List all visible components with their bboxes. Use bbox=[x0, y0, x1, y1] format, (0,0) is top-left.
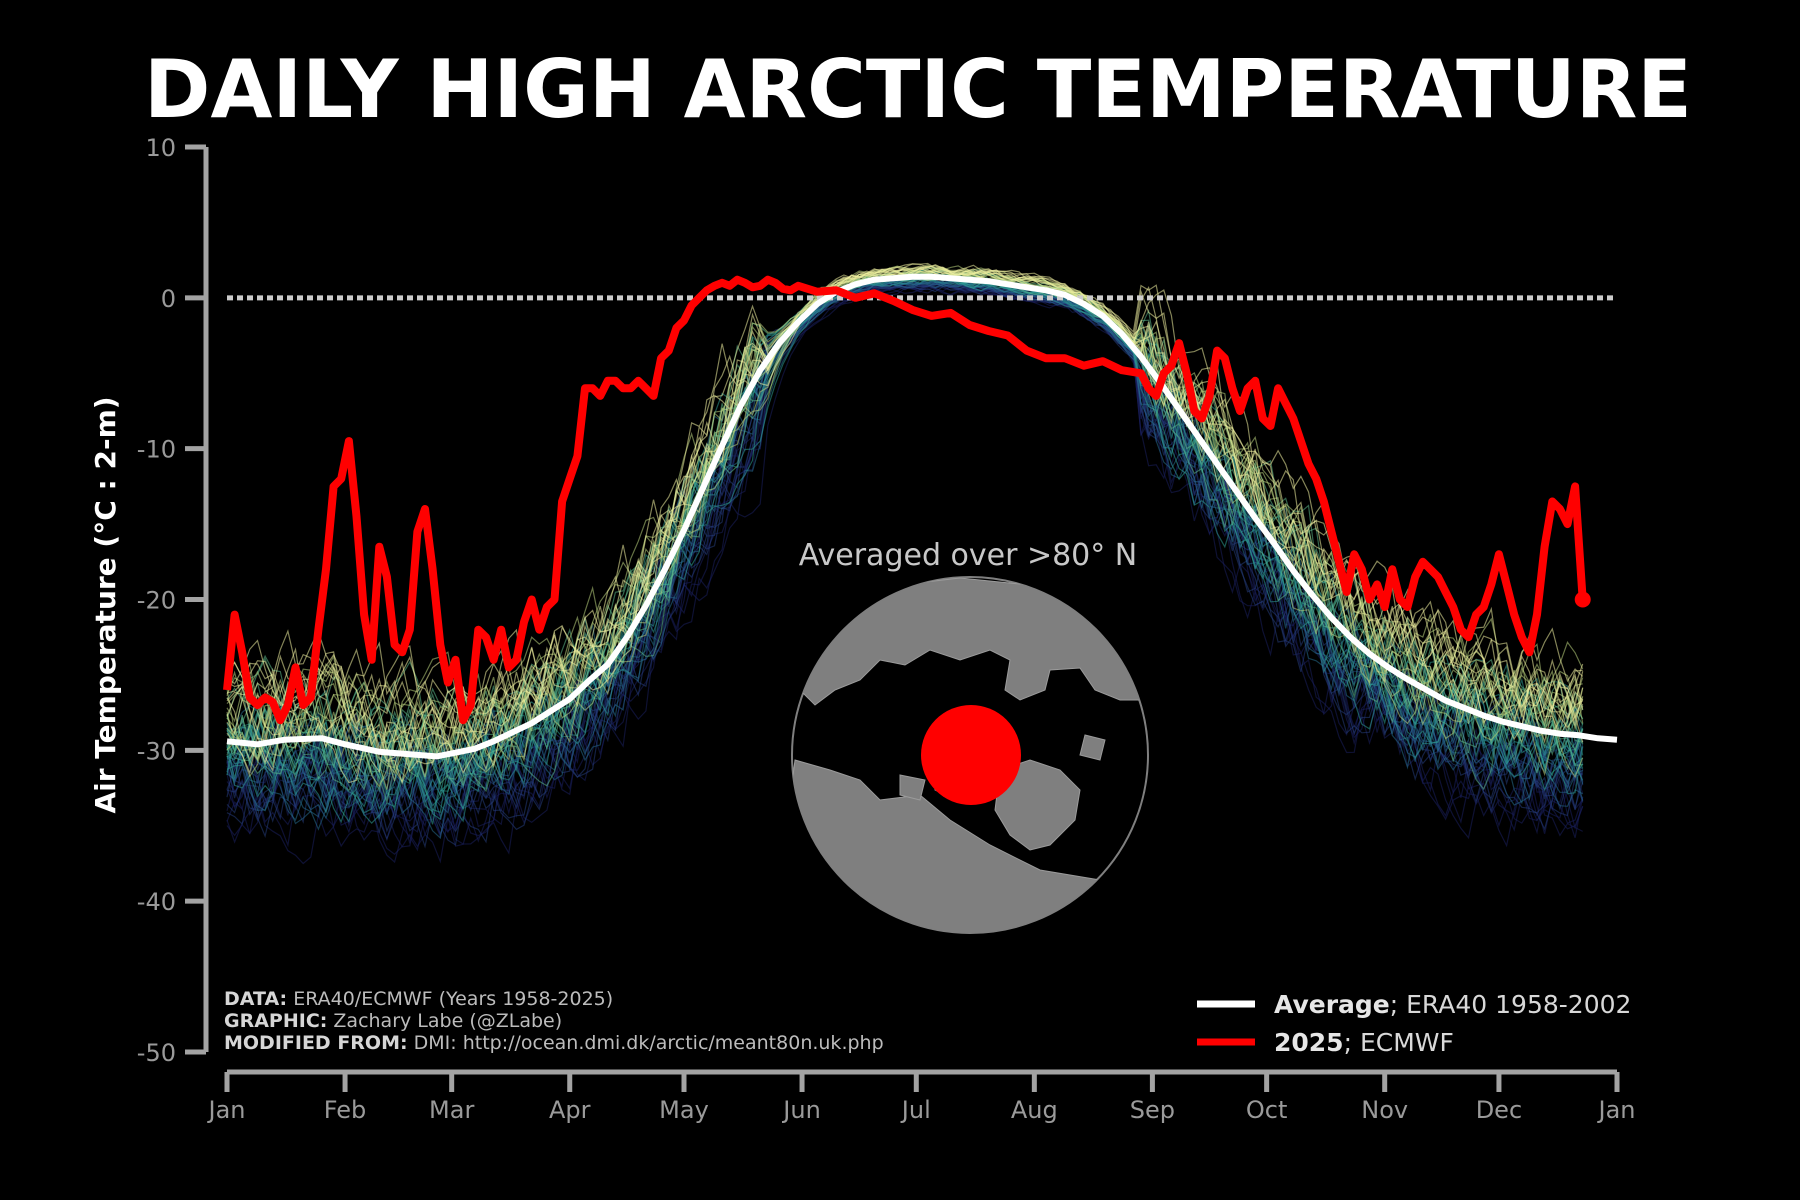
credit-line: DATA: ERA40/ECMWF (Years 1958-2025) bbox=[224, 988, 613, 1010]
credits-block: DATA: ERA40/ECMWF (Years 1958-2025)GRAPH… bbox=[224, 988, 884, 1054]
series-2025-endpoint bbox=[1574, 591, 1591, 608]
x-tick-label: Aug bbox=[1011, 1096, 1058, 1124]
ensemble-year-line bbox=[226, 262, 1584, 785]
y-tick-label: -10 bbox=[137, 436, 176, 464]
ensemble-year-line bbox=[226, 265, 1584, 754]
y-tick-label: 0 bbox=[161, 285, 176, 313]
legend-entry: 2025; ECMWF bbox=[1274, 1028, 1454, 1057]
legend: Average; ERA40 1958-2002 2025; ECMWF bbox=[1197, 990, 1631, 1057]
credit-line: GRAPHIC: Zachary Labe (@ZLabe) bbox=[224, 1010, 562, 1032]
x-tick-label: Apr bbox=[549, 1096, 591, 1124]
x-tick-label: Jul bbox=[900, 1096, 931, 1124]
x-axis: Jan Feb Mar Apr May Jun Jul Aug Sep Oct Nov Dec Jan bbox=[207, 1069, 1636, 1124]
y-tick-label: -20 bbox=[137, 587, 176, 615]
series-2025-line bbox=[223, 275, 1587, 725]
land-north-america bbox=[792, 759, 1148, 933]
ensemble-year-line bbox=[226, 263, 1584, 774]
inset-map: Averaged over >80° N bbox=[791, 538, 1149, 934]
x-tick-label: Mar bbox=[429, 1096, 474, 1124]
credit-line: MODIFIED FROM: DMI: http://ocean.dmi.dk/… bbox=[224, 1032, 884, 1054]
inset-label: Averaged over >80° N bbox=[799, 538, 1138, 573]
x-tick-label: Jan bbox=[207, 1096, 246, 1124]
land-greenland bbox=[994, 759, 1081, 851]
x-tick-label: Jun bbox=[781, 1096, 821, 1124]
averaged-region-marker bbox=[921, 705, 1021, 805]
y-tick-label: -40 bbox=[137, 888, 176, 916]
x-tick-label: Dec bbox=[1476, 1096, 1522, 1124]
chart-title: DAILY HIGH ARCTIC TEMPERATURE bbox=[144, 43, 1692, 136]
average-series-line bbox=[226, 273, 1618, 760]
legend-entry: Average; ERA40 1958-2002 bbox=[1274, 990, 1631, 1019]
x-tick-label: May bbox=[659, 1096, 709, 1124]
y-axis: 10 0 -10 -20 -30 -40 -50 bbox=[137, 134, 209, 1067]
x-tick-label: Nov bbox=[1361, 1096, 1408, 1124]
y-tick-label: -50 bbox=[137, 1039, 176, 1067]
x-tick-label: Sep bbox=[1130, 1096, 1175, 1124]
y-tick-label: -30 bbox=[137, 737, 176, 765]
y-tick-label: 10 bbox=[145, 134, 176, 162]
x-tick-label: Jan bbox=[1597, 1096, 1636, 1124]
x-tick-label: Feb bbox=[324, 1096, 367, 1124]
y-axis-label: Air Temperature (°C : 2-m) bbox=[89, 396, 122, 813]
x-tick-label: Oct bbox=[1246, 1096, 1288, 1124]
